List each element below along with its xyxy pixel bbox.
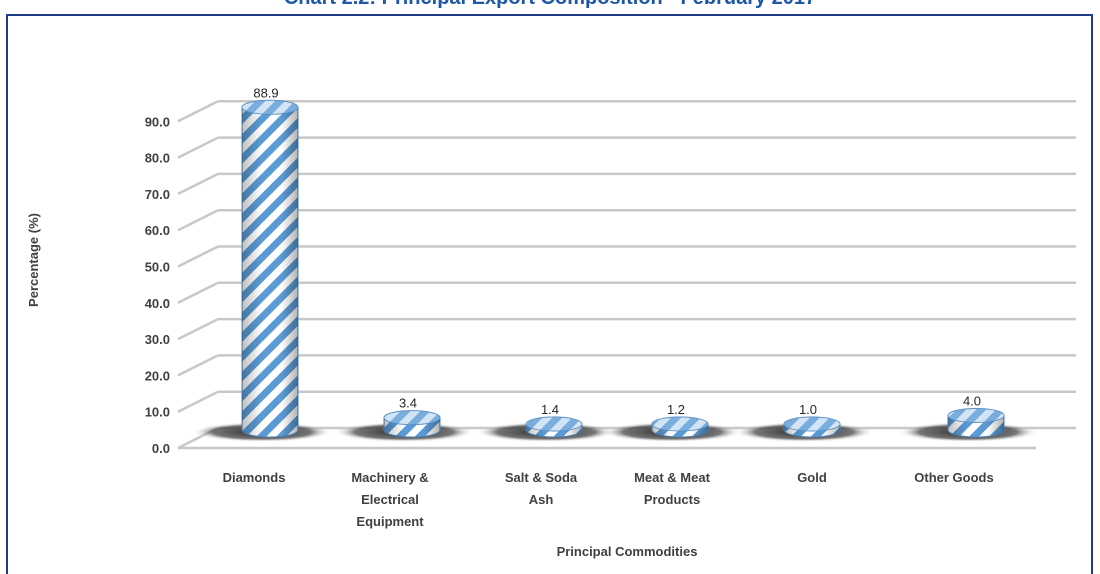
gridline-diagonal [177, 100, 219, 123]
bar-shading [242, 107, 298, 437]
bars-layer [192, 99, 1038, 442]
data-label: 4.0 [963, 393, 981, 408]
y-tick-label: 40.0 [145, 296, 170, 311]
data-label: 1.2 [667, 402, 685, 417]
y-tick-label: 0.0 [152, 441, 170, 456]
x-tick-label: Other Goods [914, 470, 993, 485]
bar [898, 407, 1038, 442]
data-label: 1.4 [541, 402, 559, 417]
y-tick-label: 70.0 [145, 187, 170, 202]
bar [734, 416, 874, 442]
bar-top [651, 416, 709, 432]
y-tick-label: 60.0 [145, 223, 170, 238]
y-tick-label: 90.0 [145, 114, 170, 129]
gridline-diagonal [177, 317, 219, 341]
bar-top-tint [526, 417, 582, 431]
bar-top-tint [242, 100, 298, 115]
bar-top [241, 99, 299, 115]
bar-top-tint [384, 410, 440, 425]
gridline-diagonal [177, 209, 219, 232]
x-tick-label: Diamonds [223, 470, 286, 485]
bar [192, 99, 332, 442]
gridline-diagonal [177, 245, 219, 268]
gridline-diagonal [177, 281, 219, 304]
x-tick-label: Gold [797, 470, 827, 485]
bar-top-tint [784, 417, 840, 431]
gridline-diagonal [177, 354, 219, 377]
x-tick-label: Machinery & Electrical Equipment [351, 470, 428, 529]
y-tick-label: 10.0 [145, 405, 170, 420]
data-label: 3.4 [399, 396, 417, 411]
axes-layer: 0.0 10.0 20.0 30.0 40.0 50.0 60.0 70.0 80.0 90.0 [145, 100, 1076, 456]
x-tick-label: Meat & Meat Products [634, 470, 711, 507]
x-tick-label: Salt & Soda Ash [505, 470, 578, 507]
bar [334, 410, 474, 442]
bar-top [783, 416, 841, 432]
y-tick-label: 20.0 [145, 368, 170, 383]
gridline-diagonal [177, 390, 219, 413]
chart-title: Chart 2.2: Principal Export Composition … [0, 0, 1100, 10]
x-axis-label: Principal Commodities [557, 544, 698, 559]
data-label: 1.0 [799, 402, 817, 417]
bar-top-tint [652, 417, 708, 431]
bar-top [383, 410, 441, 426]
y-axis-label: Percentage (%) [26, 213, 41, 307]
y-tick-label: 30.0 [145, 332, 170, 347]
gridline-diagonal [177, 136, 219, 159]
bar-top-tint [948, 408, 1004, 423]
bar [476, 416, 616, 442]
data-label: 88.9 [253, 85, 278, 100]
y-tick-label: 50.0 [145, 260, 170, 275]
bar [602, 416, 742, 442]
bar-top [947, 407, 1005, 423]
y-tick-label: 80.0 [145, 151, 170, 166]
labels-layer: 88.9 3.4 1.4 1.2 1.0 4.0 Diamonds Machinery & El… [223, 85, 994, 529]
chart-frame [6, 14, 1093, 574]
bar-top [525, 416, 583, 432]
gridline-diagonal [177, 172, 219, 196]
